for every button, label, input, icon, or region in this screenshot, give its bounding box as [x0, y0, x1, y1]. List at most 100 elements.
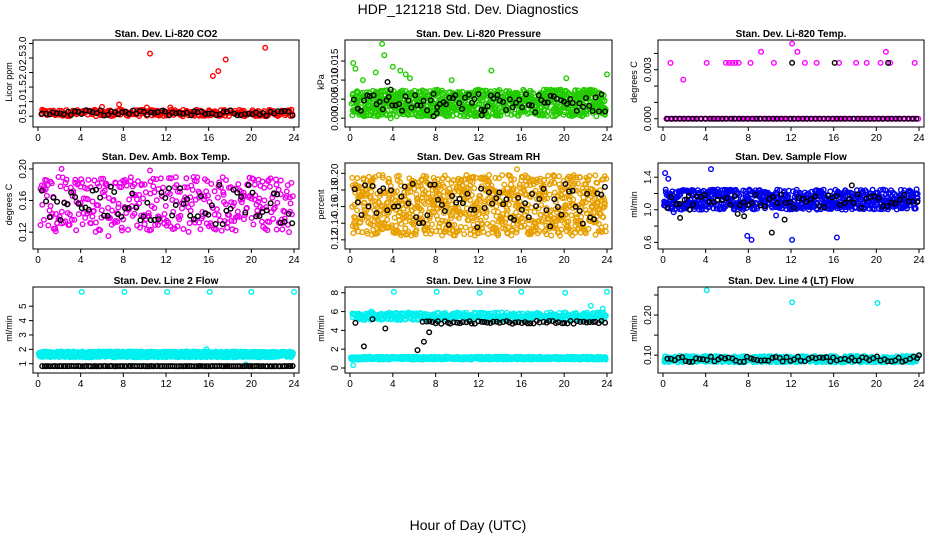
data-point	[135, 191, 142, 198]
data-point	[879, 115, 886, 122]
data-point	[352, 65, 359, 72]
data-point	[533, 203, 540, 210]
data-point	[496, 189, 503, 196]
x-tick-label: 16	[516, 255, 528, 266]
data-point	[267, 175, 274, 182]
data-point	[358, 211, 365, 218]
x-axis: 0 4 8 12 16 20 24	[35, 126, 300, 144]
data-point	[141, 221, 148, 228]
data-point	[89, 198, 96, 205]
data-point	[897, 196, 904, 203]
y-tick-label: 0.18	[330, 180, 341, 200]
data-point	[189, 186, 196, 193]
data-point	[169, 212, 176, 219]
data-point	[740, 204, 747, 211]
data-point	[752, 191, 759, 198]
data-point	[415, 182, 422, 189]
data-point	[446, 94, 453, 101]
panel-title: Stan. Dev. Li-820 Temp.	[736, 29, 847, 40]
data-point	[213, 111, 220, 118]
data-point	[191, 108, 198, 115]
x-tick-label: 8	[433, 133, 439, 144]
data-point	[136, 224, 143, 231]
data-point	[492, 174, 499, 181]
data-point	[499, 172, 506, 179]
data-point	[384, 78, 391, 85]
data-point	[359, 77, 366, 84]
data-point	[84, 196, 91, 203]
data-point	[430, 90, 437, 97]
data-point	[197, 226, 204, 233]
data-point	[407, 75, 414, 82]
data-point	[533, 224, 540, 231]
data-point	[789, 40, 796, 47]
data-point	[259, 178, 266, 185]
x-tick-label: 4	[390, 133, 396, 144]
data-point	[603, 175, 610, 182]
data-point	[190, 173, 197, 180]
data-point	[172, 174, 179, 181]
data-point	[57, 217, 64, 224]
data-point	[507, 176, 514, 183]
data-point	[196, 190, 203, 197]
data-point	[256, 195, 263, 202]
data-point	[402, 93, 409, 100]
data-point	[413, 214, 420, 221]
data-point	[566, 188, 573, 195]
data-point	[227, 107, 234, 114]
data-point	[529, 190, 536, 197]
data-point	[732, 59, 739, 66]
y-tick-label: 0.14	[330, 213, 341, 233]
data-point	[446, 112, 453, 119]
data-point	[183, 109, 190, 116]
data-point	[159, 107, 166, 114]
data-point	[565, 218, 572, 225]
data-point	[690, 201, 697, 208]
data-point	[680, 76, 687, 83]
data-point	[875, 194, 882, 201]
data-point	[791, 204, 798, 211]
data-point	[438, 196, 445, 203]
data-point	[435, 196, 442, 203]
y-tick-label: 0.005	[330, 86, 341, 111]
data-point	[289, 112, 296, 119]
data-point	[229, 226, 236, 233]
data-point	[697, 115, 704, 122]
data-points	[661, 166, 921, 243]
data-point	[435, 87, 442, 94]
data-point	[812, 193, 819, 200]
data-point	[799, 195, 806, 202]
data-point	[261, 184, 268, 191]
data-point	[230, 186, 237, 193]
data-point	[39, 201, 46, 208]
x-tick-label: 16	[203, 133, 215, 144]
data-point	[459, 105, 466, 112]
data-point	[564, 100, 571, 107]
x-tick-label: 12	[785, 133, 797, 144]
data-point	[602, 108, 609, 115]
x-tick-label: 20	[871, 255, 883, 266]
data-point	[220, 108, 227, 115]
data-point	[234, 189, 241, 196]
data-point	[214, 194, 221, 201]
data-point	[662, 170, 669, 177]
data-point	[38, 187, 45, 194]
data-point	[575, 180, 582, 187]
data-point	[736, 202, 743, 209]
data-point	[401, 189, 408, 196]
y-tick-label: 3.0	[18, 36, 29, 50]
data-point	[489, 219, 496, 226]
data-point	[445, 176, 452, 183]
data-point	[579, 220, 586, 227]
data-point	[129, 107, 136, 114]
data-point	[461, 231, 468, 238]
data-point	[48, 180, 55, 187]
data-point	[177, 212, 184, 219]
data-point	[278, 108, 285, 115]
y-tick-label: 0.010	[330, 67, 341, 92]
data-point	[833, 234, 840, 241]
data-point	[522, 200, 529, 207]
data-point	[271, 190, 278, 197]
data-point	[544, 108, 551, 115]
